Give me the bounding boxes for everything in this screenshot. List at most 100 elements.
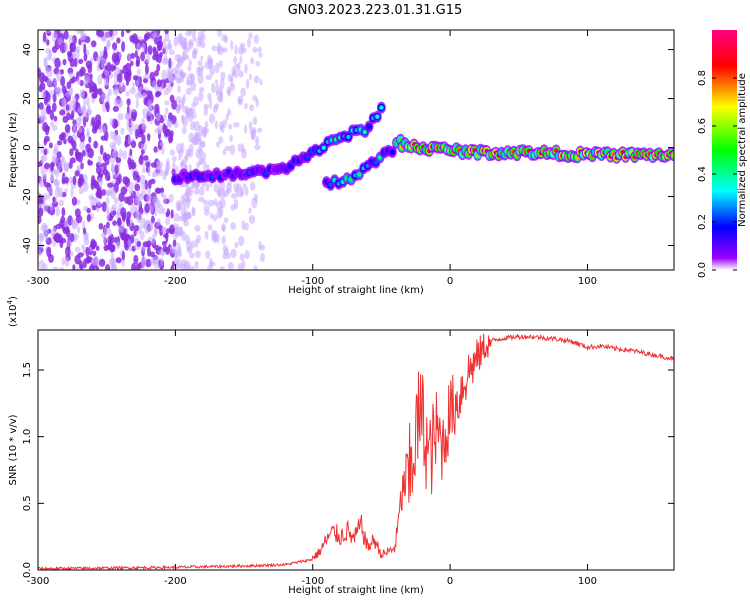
spectral-noise-dot [82,181,89,192]
spectral-noise-dot [175,200,182,212]
spectral-noise-dot [192,47,199,55]
spectral-noise-dot [92,250,97,257]
spectral-noise-dot [167,72,171,81]
spectral-noise-dot [185,108,191,117]
spectral-noise-dot [161,240,167,246]
spectral-noise-dot [86,96,90,107]
spectral-noise-dot [65,104,70,111]
spectral-noise-dot [233,122,240,128]
spectral-noise-dot [127,157,132,165]
x-tick-label: -300 [27,576,50,587]
spectral-noise-dot [203,106,208,116]
spectral-noise-dot [198,196,205,203]
spectral-noise-dot [131,262,137,270]
spectral-noise-dot [244,222,250,231]
spectral-noise-dot [76,30,81,35]
spectral-noise-dot [255,136,260,145]
spectral-noise-dot [203,205,210,212]
spectral-noise-dot [64,124,71,134]
spectral-noise-dot [205,182,210,192]
spectral-noise-dot [108,257,116,266]
spectral-noise-dot [88,265,95,270]
spectral-noise-dot [151,172,157,178]
spectral-noise-dot [101,72,106,79]
spectral-noise-dot [44,231,48,242]
spectral-noise-dot [125,80,129,86]
spectral-noise-dot [149,71,156,81]
spectral-noise-dot [224,217,229,224]
spectral-noise-dot [76,46,81,53]
spectral-noise-dot [97,155,102,166]
spectral-noise-dot [143,96,147,106]
snr-ticks: -300 -200 -100 0 100 0.0 0.5 1.0 1.5 [22,330,674,587]
spectral-noise-dot [122,176,129,185]
spectral-noise-dot [147,99,152,110]
spectral-noise-dot [109,246,115,253]
spectral-noise-dot [144,64,149,75]
spectral-noise-dot [219,121,224,131]
spectral-noise-dot [185,198,191,209]
spectral-noise-dot [228,123,233,130]
spectral-noise-dot [147,45,153,56]
ridge-core [390,149,395,155]
spectral-noise-dot [38,102,44,110]
spectral-noise-dot [164,45,168,56]
spectral-noise-dot [238,235,245,247]
spectral-noise-dot [53,234,59,242]
spectral-noise-dot [113,72,118,79]
ridge-core [321,145,326,150]
spectrogram-y-axis-label: Frequency (Hz) [8,112,19,188]
spectral-noise-dot [90,175,96,186]
spectral-noise-dot [91,243,95,250]
spectral-noise-dot [63,161,70,171]
spectral-noise-dot [221,34,228,42]
spectral-noise-dot [43,148,48,156]
spectral-noise-dot [218,60,223,68]
spectral-noise-dot [159,141,165,147]
ridge-core [346,134,351,140]
spectral-noise-dot [143,33,149,42]
spectral-noise-dot [166,208,170,217]
spectral-noise-dot [170,60,174,67]
spectral-noise-dot [168,134,174,143]
spectral-noise-dot [111,149,119,159]
spectral-noise-dot [111,30,118,37]
spectral-noise-dot [87,64,93,74]
spectral-noise-dot [253,34,259,44]
spectral-noise-dot [131,33,138,44]
spectral-noise-dot [69,58,75,68]
spectral-noise-dot [52,155,59,165]
spectral-noise-dot [112,64,117,71]
spectral-noise-dot [55,86,62,97]
spectral-noise-dot [190,240,196,249]
spectral-noise-dot [255,98,259,108]
spectral-noise-dot [59,109,66,116]
spectral-noise-dot [151,32,158,38]
spectral-noise-dot [79,140,86,151]
spectral-noise-dot [71,217,75,228]
spectral-noise-dot [87,159,91,166]
spectral-noise-dot [195,250,201,258]
spectral-noise-dot [246,78,250,89]
spectral-noise-dot [219,86,224,97]
spectral-noise-dot [205,250,211,259]
spectral-noise-dot [105,189,111,196]
spectral-noise-dot [46,105,51,114]
spectral-noise-dot [78,126,83,134]
spectral-noise-dot [64,257,70,267]
snr-panel: -300 -200 -100 0 100 0.0 0.5 1.0 1.5 Height of s… [6,296,675,596]
spectral-noise-dot [129,87,136,95]
spectral-noise-dot [136,55,140,67]
spectral-noise-dot [161,146,165,155]
spectral-noise-dot [154,187,161,194]
spectral-noise-dot [168,57,172,69]
spectral-noise-dot [237,97,242,105]
spectral-noise-dot [54,57,61,69]
spectral-noise-dot [207,224,213,231]
spectral-noise-dot [98,223,104,230]
spectral-noise-dot [226,108,232,116]
spectral-noise-dot [85,246,90,257]
spectrogram-frame [37,29,675,271]
spectral-noise-dot [230,248,237,259]
